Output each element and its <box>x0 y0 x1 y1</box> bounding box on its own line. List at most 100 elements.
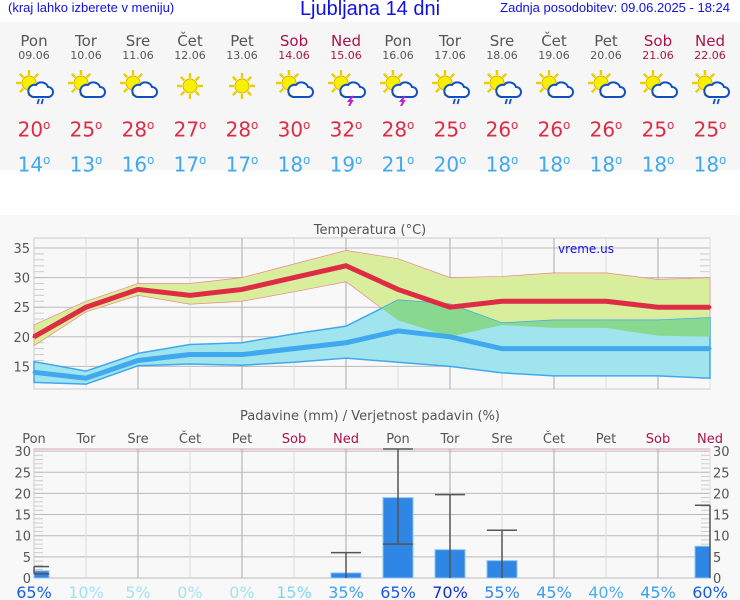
min-temp-point <box>604 347 608 351</box>
min-temp-point <box>708 347 712 351</box>
x-category-label: Ned <box>333 432 359 447</box>
day-date: 18.06 <box>486 49 518 62</box>
x-category-label: Ned <box>697 432 723 447</box>
day-column: Ned 15.06 32o 19o <box>320 22 372 175</box>
min-temp: 18o <box>268 149 320 176</box>
max-temp-point <box>344 264 348 268</box>
degree-sign: o <box>459 118 467 132</box>
x-category-label: Pon <box>22 432 46 447</box>
min-temp-point <box>552 347 556 351</box>
degree-sign: o <box>95 118 103 132</box>
max-temp-point <box>136 287 140 291</box>
y-tick-label-right: 15 <box>713 509 730 524</box>
y-tick-label-right: 25 <box>713 466 730 481</box>
day-date: 13.06 <box>226 49 258 62</box>
min-temp-value: 18 <box>277 152 304 177</box>
watermark: vreme.us <box>558 242 614 256</box>
precipitation-chart: Padavine (mm) / Verjetnost padavin (%) Po… <box>14 409 730 600</box>
y-tick-label-left: 15 <box>14 509 31 524</box>
location-hint: (kraj lahko izberete v meniju) <box>8 0 175 15</box>
min-temp: 18o <box>476 149 528 176</box>
max-temp-point <box>32 335 36 339</box>
min-temp: 20o <box>424 149 476 176</box>
sun-cloud-icon <box>640 70 678 98</box>
y-tick-label: 20 <box>13 331 30 346</box>
day-name: Tor <box>75 32 97 50</box>
sun-cloud-icon <box>68 70 106 98</box>
min-temp-point <box>500 347 504 351</box>
y-tick-label-left: 20 <box>14 487 31 502</box>
min-temp-value: 18 <box>693 152 720 177</box>
precipitation-probability: 0% <box>229 583 254 600</box>
last-updated: Zadnja posodobitev: 09.06.2025 - 18:24 <box>500 0 730 15</box>
min-temp-point <box>344 341 348 345</box>
page-title: Ljubljana 14 dni <box>299 0 441 20</box>
min-temp: 17o <box>164 149 216 176</box>
min-temp-value: 18 <box>589 152 616 177</box>
degree-sign: o <box>199 118 207 132</box>
y-tick-label-left: 0 <box>23 572 31 587</box>
max-temp: 26o <box>476 114 528 141</box>
y-tick-label-right: 30 <box>713 445 730 460</box>
max-temp: 25o <box>60 114 112 141</box>
day-date: 22.06 <box>694 49 726 62</box>
day-date: 17.06 <box>434 49 466 62</box>
day-column: Čet 12.06 27o 17o <box>164 22 216 175</box>
degree-sign: o <box>511 118 519 132</box>
degree-sign: o <box>199 152 207 167</box>
max-temp: 28o <box>372 114 424 141</box>
day-column: Sre 18.06 26o 18o <box>476 22 528 175</box>
min-temp-point <box>32 370 36 374</box>
max-temp-value: 32 <box>329 117 356 142</box>
day-column: Pet 13.06 28o 17o <box>216 22 268 175</box>
max-temp-value: 26 <box>485 117 512 142</box>
day-date: 15.06 <box>330 49 362 62</box>
precipitation-probability: 45% <box>640 583 676 600</box>
day-date: 09.06 <box>18 49 50 62</box>
min-temp-line <box>33 328 710 381</box>
max-temp-value: 30 <box>277 117 304 142</box>
x-category-label: Sob <box>646 432 670 447</box>
y-tick-label-left: 25 <box>14 466 31 481</box>
min-temp-value: 17 <box>173 152 200 177</box>
max-temp-value: 26 <box>589 117 616 142</box>
day-date: 20.06 <box>590 49 622 62</box>
y-tick-label-left: 30 <box>14 445 31 460</box>
max-temp: 25o <box>684 114 736 141</box>
precipitation-probability: 15% <box>276 583 312 600</box>
degree-sign: o <box>667 152 675 167</box>
day-column: Tor 17.06 25o 20o <box>424 22 476 175</box>
degree-sign: o <box>147 152 155 167</box>
sun-cloud-rain-icon <box>432 70 470 105</box>
precipitation-probability: 60% <box>692 583 728 600</box>
y-tick-label-left: 10 <box>14 530 31 545</box>
sun-cloud-icon <box>536 70 574 98</box>
min-temp: 21o <box>372 149 424 176</box>
x-category-label: Tor <box>75 432 96 447</box>
degree-sign: o <box>251 118 259 132</box>
day-name: Čet <box>177 32 203 50</box>
day-column: Pet 20.06 26o 18o <box>580 22 632 175</box>
degree-sign: o <box>459 152 467 167</box>
degree-sign: o <box>303 152 311 167</box>
day-column: Sob 21.06 25o 18o <box>632 22 684 175</box>
precipitation-bar <box>694 545 711 579</box>
day-name: Ned <box>695 32 725 50</box>
day-column: Pon 09.06 20o 14o <box>8 22 60 175</box>
min-temp: 18o <box>684 149 736 176</box>
min-temp: 18o <box>528 149 580 176</box>
sun-icon <box>177 73 203 99</box>
max-temp-point <box>500 299 504 303</box>
day-date: 12.06 <box>174 49 206 62</box>
max-temp-value: 28 <box>225 117 252 142</box>
day-name: Pet <box>594 32 618 50</box>
min-temp: 13o <box>60 149 112 176</box>
day-date: 11.06 <box>122 49 154 62</box>
sun-cloud-storm-icon <box>328 70 366 106</box>
x-category-label: Pet <box>232 432 252 447</box>
y-tick-label-right: 10 <box>713 530 730 545</box>
sun-icon <box>229 73 255 99</box>
min-temp-value: 18 <box>641 152 668 177</box>
min-temp-point <box>84 376 88 380</box>
min-temp-point <box>448 335 452 339</box>
